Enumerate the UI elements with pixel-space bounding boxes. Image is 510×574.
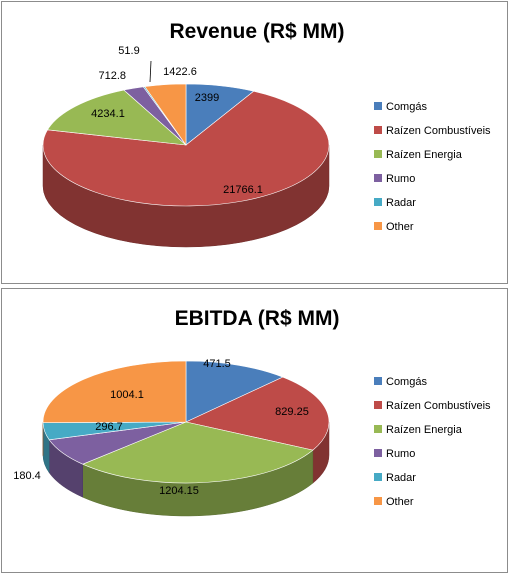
pie-slice-other [144, 83, 187, 146]
legend-label-other: Other [386, 221, 414, 233]
legend-label-radar: Radar [386, 197, 416, 209]
legend-swatch-raizen-combustiveis [374, 401, 382, 409]
pie-slice-raizen-energia [82, 421, 314, 484]
pie-slice-comgas [185, 360, 284, 423]
data-label-raizen-combustiveis: 829.25 [275, 406, 309, 418]
legend-swatch-comgas [374, 102, 382, 110]
revenue-chart-panel: Revenue (R$ MM) 2399 21766.1 4234.1 712.8 51… [1, 1, 508, 284]
pie-slice-raizen-energia [47, 89, 187, 146]
legend-swatch-raizen-combustiveis [374, 126, 382, 134]
legend-swatch-radar [374, 198, 382, 206]
legend-swatch-rumo [374, 174, 382, 182]
chart-title: EBITDA (R$ MM) [175, 307, 340, 330]
legend-swatch-radar [374, 473, 382, 481]
legend-label-rumo: Rumo [386, 173, 415, 185]
legend-label-other: Other [386, 496, 414, 508]
data-label-radar: 180.4 [13, 470, 41, 482]
legend-label-radar: Radar [386, 472, 416, 484]
chart-title: Revenue (R$ MM) [169, 20, 344, 43]
ebitda-chart: EBITDA (R$ MM) 471.5 829.25 1204.15 296.7 18… [13, 307, 491, 517]
legend-label-raizen-combustiveis: Raízen Combustíveis [386, 125, 491, 137]
data-label-other: 1422.6 [163, 66, 197, 78]
legend-swatch-raizen-energia [374, 150, 382, 158]
legend-label-comgas: Comgás [386, 376, 427, 388]
data-label-raizen-energia: 4234.1 [91, 108, 125, 120]
data-label-raizen-combustiveis: 21766.1 [223, 184, 263, 196]
legend-swatch-other [374, 497, 382, 505]
pie-slice-other [42, 360, 187, 424]
pie-slice-raizen-combustiveis [185, 376, 330, 451]
data-label-raizen-energia: 1204.15 [159, 485, 199, 497]
data-label-rumo: 296.7 [95, 421, 123, 433]
data-label-rumo: 712.8 [98, 70, 126, 82]
data-label-comgas: 2399 [195, 92, 219, 104]
leader-line [149, 60, 152, 83]
data-label-other: 1004.1 [110, 389, 144, 401]
legend-label-raizen-combustiveis: Raízen Combustíveis [386, 400, 491, 412]
legend-label-raizen-energia: Raízen Energia [386, 149, 463, 161]
pie-slice-raizen-combustiveis [42, 90, 330, 207]
legend-swatch-comgas [374, 377, 382, 385]
legend-label-comgas: Comgás [386, 101, 427, 113]
revenue-chart: Revenue (R$ MM) 2399 21766.1 4234.1 712.8 51… [42, 20, 491, 248]
ebitda-chart-panel: EBITDA (R$ MM) 471.5 829.25 1204.15 296.7 18… [1, 288, 508, 573]
data-label-radar: 51.9 [118, 45, 139, 57]
legend-swatch-other [374, 222, 382, 230]
legend-label-rumo: Rumo [386, 448, 415, 460]
data-label-comgas: 471.5 [203, 358, 231, 370]
legend-swatch-raizen-energia [374, 425, 382, 433]
legend-label-raizen-energia: Raízen Energia [386, 424, 463, 436]
legend-swatch-rumo [374, 449, 382, 457]
